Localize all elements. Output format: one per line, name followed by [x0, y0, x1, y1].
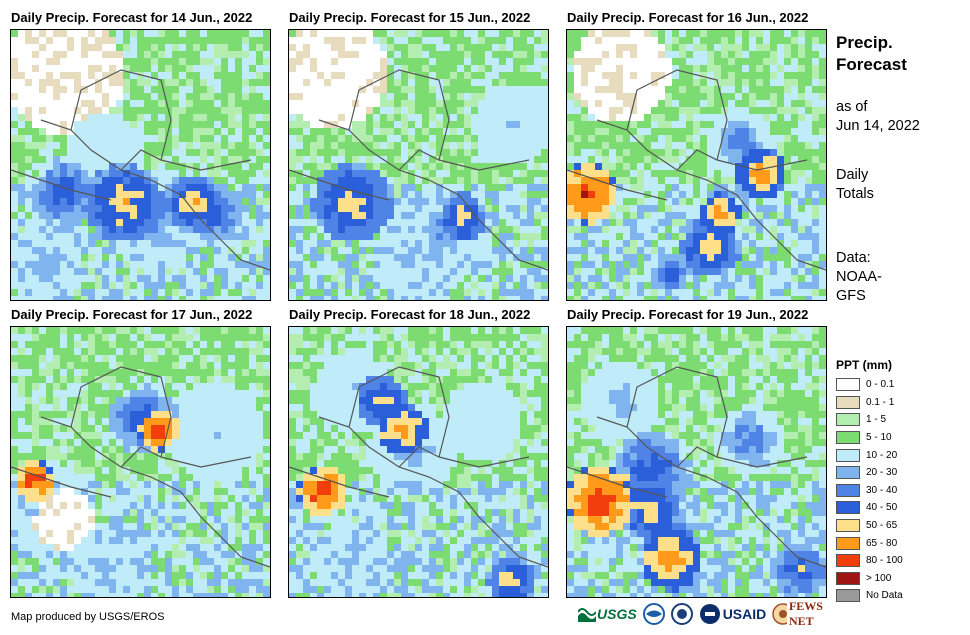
legend-item: 5 - 10: [836, 429, 966, 447]
side-title-line2: Forecast: [836, 55, 907, 74]
legend-rows: 0 - 0.1 0.1 - 1 1 - 5 5 - 10 10 - 20 20 - 30 3…: [836, 376, 966, 605]
data-source-line1: Data:: [836, 250, 871, 266]
panel-title-4: Daily Precip. Forecast for 17 Jun., 2022: [11, 307, 253, 322]
legend-label: 1 - 5: [866, 414, 887, 426]
legend-item: 0 - 0.1: [836, 376, 966, 394]
legend-swatch: [836, 413, 860, 427]
legend-label: 0 - 0.1: [866, 379, 895, 391]
panel-title-2: Daily Precip. Forecast for 15 Jun., 2022: [289, 10, 531, 25]
forecast-map-2: [288, 29, 549, 301]
noaa-logo: [642, 603, 665, 625]
legend-swatch: [836, 589, 860, 603]
usaid-logo-text: USAID: [722, 606, 767, 622]
legend-swatch: [836, 501, 860, 515]
legend-item: 20 - 30: [836, 464, 966, 482]
legend-swatch: [836, 466, 860, 480]
totals-line2: Totals: [836, 186, 874, 202]
usgs-logo: USGS: [578, 603, 637, 625]
legend-swatch: [836, 554, 860, 568]
seal-emblem-icon: [670, 603, 693, 625]
totals-line1: Daily: [836, 167, 869, 183]
panel-title-5: Daily Precip. Forecast for 18 Jun., 2022: [289, 307, 531, 322]
coastline: [11, 69, 270, 271]
data-source-line3: GFS: [836, 288, 866, 304]
legend-item: 50 - 65: [836, 517, 966, 535]
fewsnet-emblem-icon: [772, 603, 787, 625]
coastline: [567, 69, 826, 271]
usaid-logo: USAID: [699, 603, 767, 625]
map-canvas-3: [567, 30, 826, 300]
legend-swatch: [836, 519, 860, 533]
legend-label: 65 - 80: [866, 537, 898, 549]
legend-swatch: [836, 431, 860, 445]
forecast-map-3: [566, 29, 827, 301]
legend-item: No Data: [836, 587, 966, 605]
panel-title-1: Daily Precip. Forecast for 14 Jun., 2022: [11, 10, 253, 25]
map-canvas-1: [11, 30, 270, 300]
legend-label: 40 - 50: [866, 502, 898, 514]
totals-text: Daily Totals: [836, 166, 956, 204]
legend-swatch: [836, 395, 860, 409]
legend-swatch: [836, 483, 860, 497]
legend-label: 50 - 65: [866, 520, 898, 532]
legend-item: 1 - 5: [836, 411, 966, 429]
coastline: [289, 69, 548, 271]
as-of-line1: as of: [836, 99, 868, 115]
as-of-text: as of Jun 14, 2022: [836, 98, 956, 136]
side-title-line1: Precip.: [836, 33, 893, 52]
usaid-emblem-icon: [699, 604, 720, 624]
coastline: [11, 366, 270, 568]
legend-label: 20 - 30: [866, 467, 898, 479]
usgs-logo-text: USGS: [597, 606, 637, 622]
side-title: Precip. Forecast: [836, 32, 956, 76]
usgs-wave-icon: [578, 608, 596, 622]
legend-label: 5 - 10: [866, 432, 892, 444]
legend-label: 0.1 - 1: [866, 396, 895, 408]
seal-logo: [670, 603, 693, 625]
legend-label: 30 - 40: [866, 484, 898, 496]
legend-swatch: [836, 571, 860, 585]
forecast-map-4: [10, 326, 271, 598]
map-canvas-6: [567, 327, 826, 597]
legend-item: 0.1 - 1: [836, 394, 966, 412]
legend-swatch: [836, 378, 860, 392]
logo-strip: USGS USAID FEWS NET: [578, 599, 824, 628]
map-credit: Map produced by USGS/EROS: [11, 611, 165, 623]
data-source-text: Data: NOAA- GFS: [836, 249, 956, 306]
forecast-map-5: [288, 326, 549, 598]
legend-item: 65 - 80: [836, 534, 966, 552]
coastline: [567, 366, 826, 568]
legend-item: 30 - 40: [836, 482, 966, 500]
map-canvas-4: [11, 327, 270, 597]
legend-title: PPT (mm): [836, 358, 893, 372]
legend-label: > 100: [866, 572, 892, 584]
coastline: [289, 366, 548, 568]
data-source-line2: NOAA-: [836, 269, 882, 285]
legend-item: 40 - 50: [836, 499, 966, 517]
panel-title-3: Daily Precip. Forecast for 16 Jun., 2022: [567, 10, 809, 25]
forecast-map-6: [566, 326, 827, 598]
fewsnet-logo: FEWS NET: [772, 599, 830, 628]
legend-label: 80 - 100: [866, 555, 903, 567]
panel-title-6: Daily Precip. Forecast for 19 Jun., 2022: [567, 307, 809, 322]
forecast-map-1: [10, 29, 271, 301]
legend-swatch: [836, 448, 860, 462]
legend-label: 10 - 20: [866, 449, 898, 461]
legend-label: No Data: [866, 590, 903, 602]
map-canvas-5: [289, 327, 548, 597]
legend: PPT (mm) 0 - 0.1 0.1 - 1 1 - 5 5 - 10 10 - 2…: [836, 358, 966, 605]
legend-swatch: [836, 536, 860, 550]
legend-item: 10 - 20: [836, 446, 966, 464]
legend-item: > 100: [836, 570, 966, 588]
noaa-emblem-icon: [642, 603, 665, 625]
map-canvas-2: [289, 30, 548, 300]
fewsnet-logo-text: FEWS NET: [788, 599, 823, 628]
as-of-line2: Jun 14, 2022: [836, 118, 920, 134]
legend-item: 80 - 100: [836, 552, 966, 570]
